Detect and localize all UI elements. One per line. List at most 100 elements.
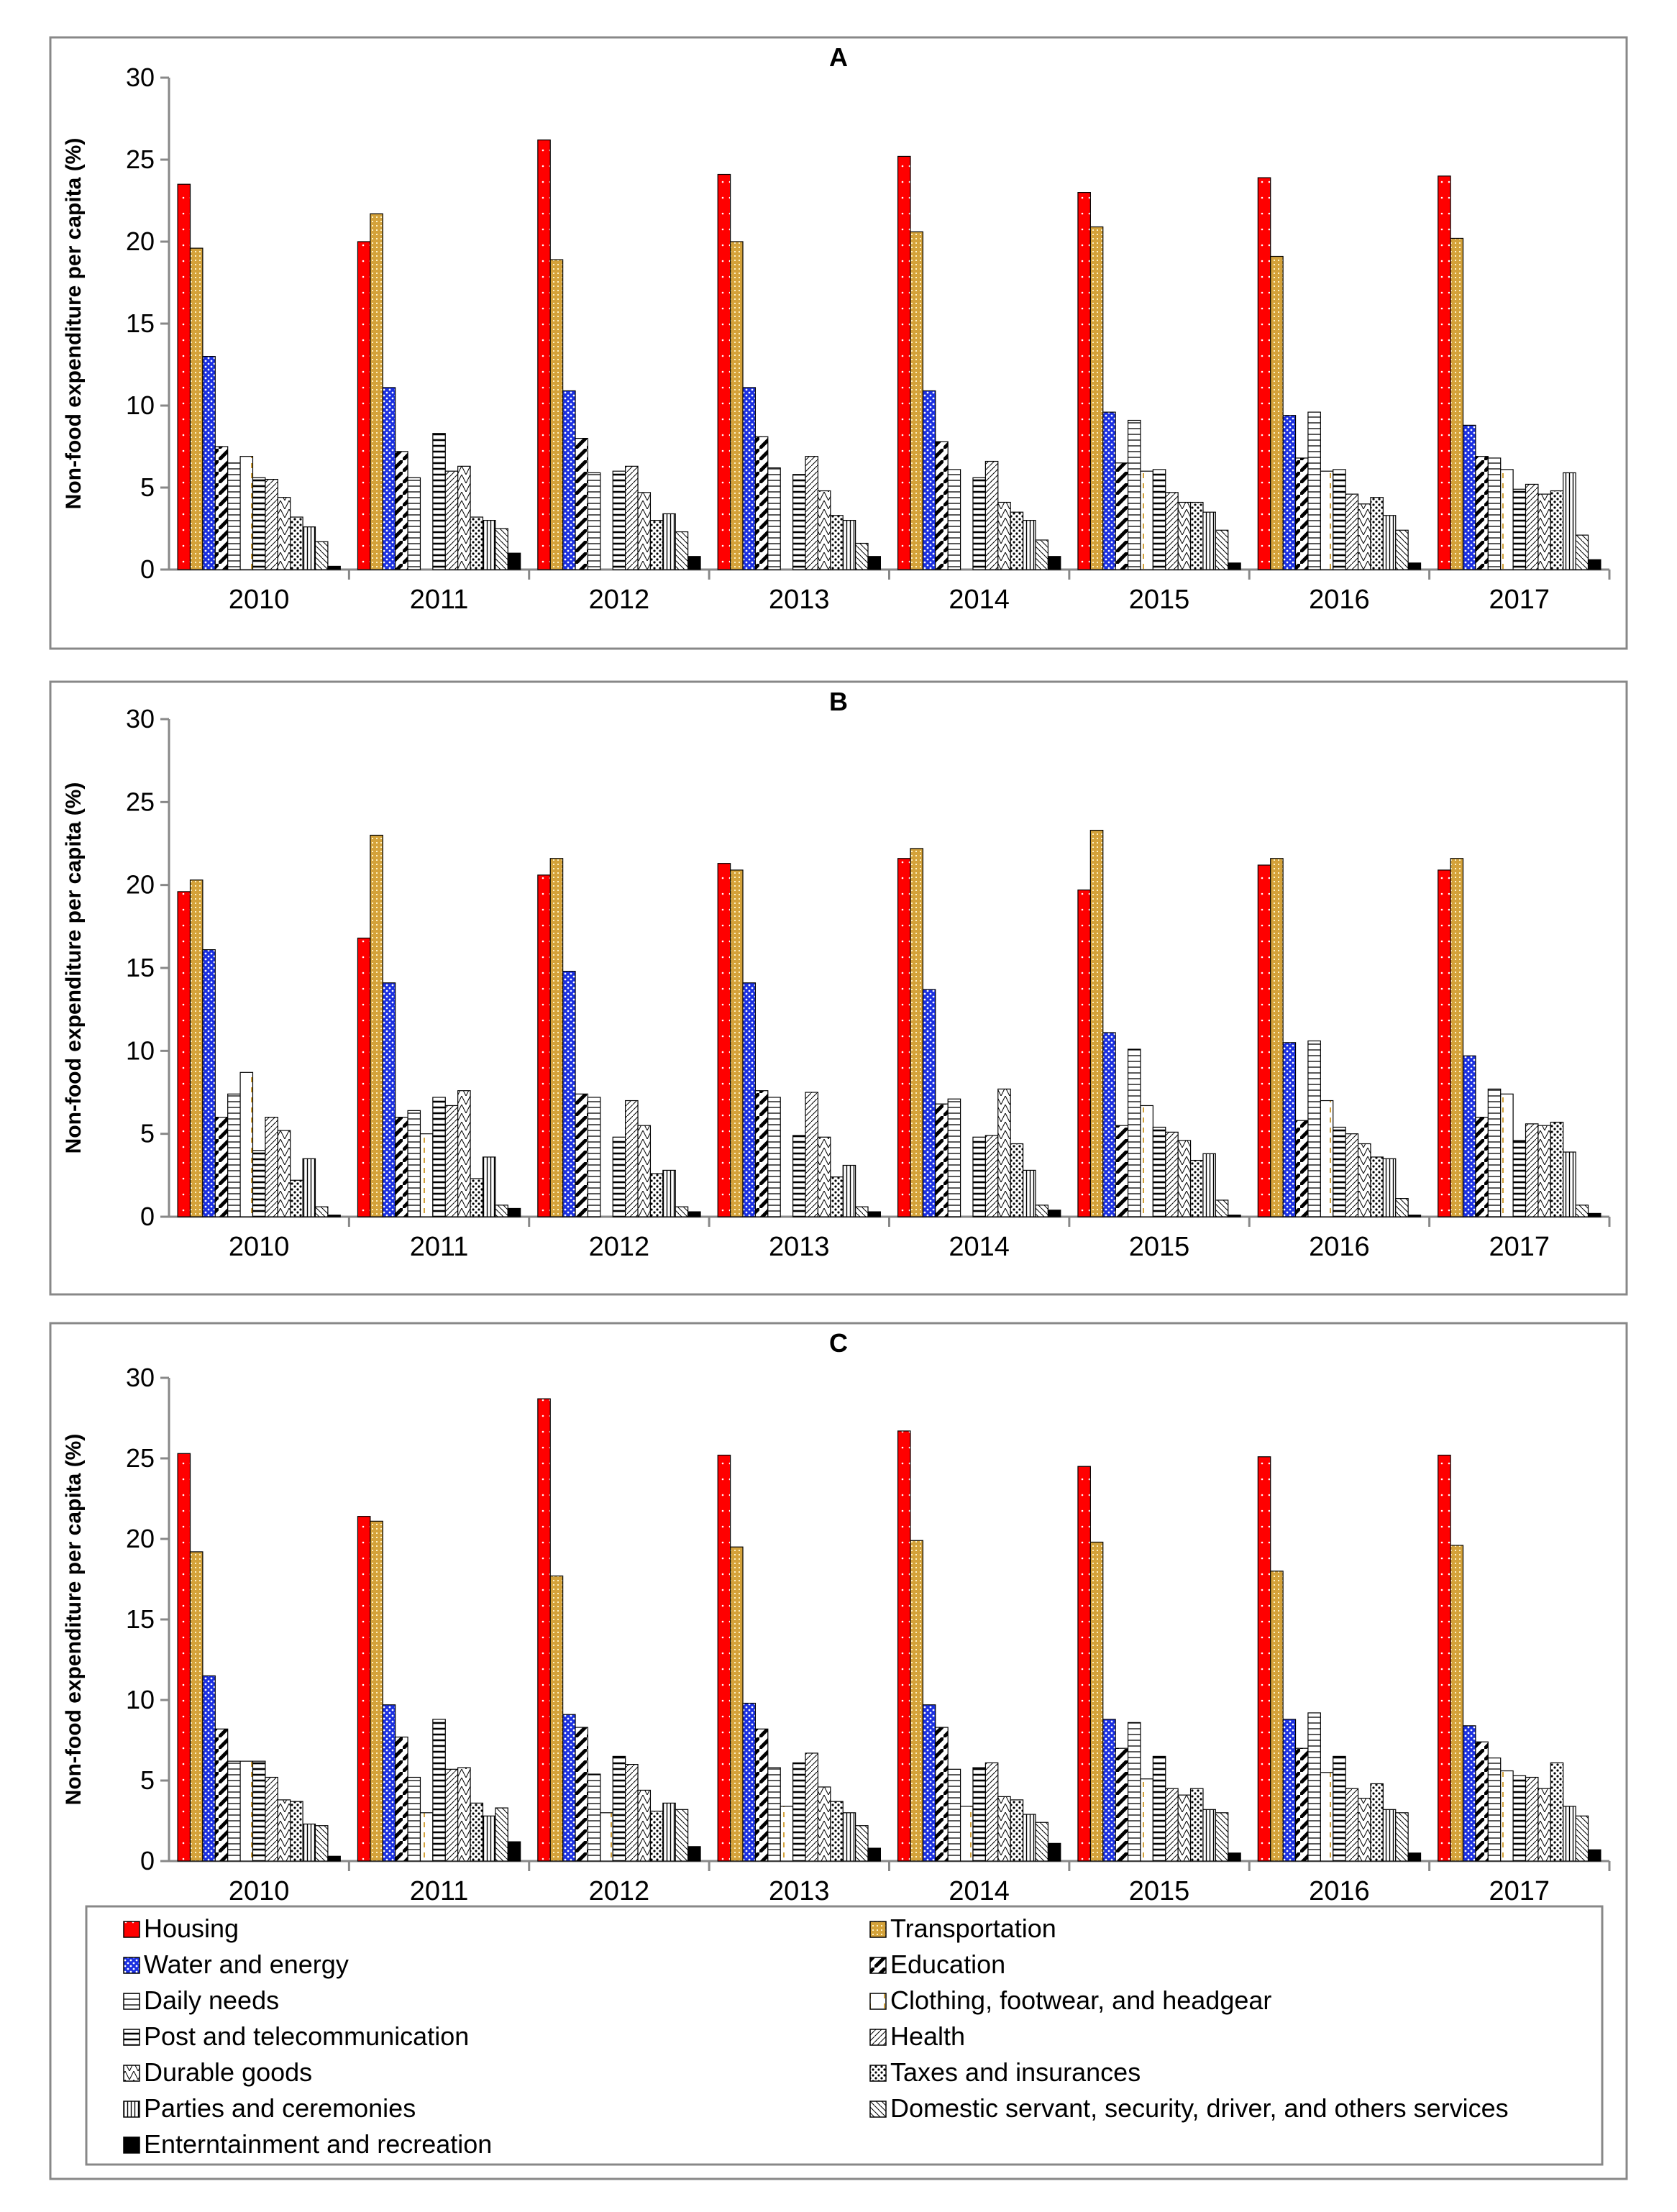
bar (805, 1092, 819, 1217)
bar (1512, 1775, 1527, 1862)
bar (314, 1825, 329, 1862)
bar (537, 1398, 551, 1862)
legend: Housing Transportation Water and energy Edu… (85, 1905, 1604, 2166)
bar (395, 1116, 408, 1217)
bar (922, 1704, 936, 1862)
bar (407, 1110, 421, 1217)
bar (382, 982, 396, 1217)
bar (302, 1158, 316, 1217)
bar (1102, 411, 1116, 570)
legend-swatch (869, 2065, 887, 2082)
bar (507, 1841, 521, 1862)
bar (1475, 456, 1489, 570)
bar (1462, 1725, 1476, 1862)
bar (382, 1704, 396, 1862)
bar (177, 183, 191, 570)
bar (327, 565, 341, 570)
bar (1165, 492, 1179, 570)
bar (549, 259, 564, 570)
bar (1537, 493, 1551, 570)
bar (675, 1809, 689, 1862)
bar (444, 470, 459, 570)
x-tick-label: 2015 (1129, 1876, 1190, 1906)
bar (830, 1176, 844, 1217)
bar (239, 1760, 254, 1862)
bar (1587, 559, 1601, 570)
x-tick-label: 2016 (1309, 1876, 1370, 1906)
bar (1282, 1719, 1297, 1862)
bar (1177, 1140, 1192, 1217)
bar (227, 1760, 241, 1862)
bar (1450, 237, 1464, 570)
y-tick-label: 20 (126, 227, 155, 256)
bar (662, 1169, 676, 1217)
bar (395, 1736, 408, 1862)
legend-label: Water and energy (144, 1950, 349, 1979)
y-tick-label: 15 (126, 309, 155, 338)
y-tick-label: 0 (140, 554, 155, 584)
bar (1307, 1040, 1321, 1217)
bar (830, 1801, 844, 1862)
bar (470, 1178, 484, 1217)
x-tick-label: 2013 (769, 1876, 830, 1906)
bar (742, 1702, 757, 1862)
bar (1357, 1143, 1371, 1217)
bar (252, 477, 266, 570)
legend-label: Daily needs (144, 1985, 279, 2015)
bar (1487, 457, 1502, 570)
bar (1189, 1159, 1204, 1217)
bar (792, 474, 806, 570)
bar (767, 467, 781, 570)
bar (1140, 470, 1153, 570)
legend-label: Education (890, 1950, 1005, 1979)
bar (625, 1764, 639, 1862)
bar (562, 971, 576, 1217)
y-tick-label: 0 (140, 1846, 155, 1875)
bar (507, 1207, 521, 1217)
bar (1102, 1719, 1116, 1862)
bar (855, 1825, 869, 1862)
bar (1089, 829, 1104, 1217)
bar (587, 472, 601, 570)
bar (1228, 1215, 1241, 1217)
bar (730, 1546, 744, 1862)
bar (1333, 469, 1346, 570)
x-tick-label: 2010 (229, 1876, 290, 1906)
x-tick-label: 2017 (1489, 1876, 1550, 1906)
bar (1487, 1088, 1502, 1217)
x-tick-label: 2016 (1309, 585, 1370, 615)
bar (742, 387, 757, 570)
legend-label: Health (890, 2021, 965, 2051)
y-tick-label: 10 (126, 390, 155, 420)
legend-label: Taxes and insurances (890, 2057, 1141, 2087)
bar (1525, 1776, 1539, 1862)
bar (370, 213, 383, 570)
bar (227, 462, 241, 570)
legend-swatch (123, 2136, 140, 2154)
bar (1257, 864, 1271, 1217)
bar (419, 1812, 434, 1862)
bar (959, 1806, 974, 1862)
bar (1215, 529, 1229, 570)
bar (1475, 1741, 1489, 1862)
bar (792, 1135, 806, 1217)
bar (754, 1728, 769, 1862)
x-tick-label: 2014 (949, 1876, 1010, 1906)
chart-panel-C: C Non-food expenditure per capita (%) 0 5 10… (49, 1322, 1628, 2180)
x-tick-label: 2014 (949, 1232, 1010, 1262)
legend-swatch (869, 1957, 887, 1974)
bar (1047, 556, 1061, 570)
bar (984, 1135, 999, 1217)
bar (1127, 1722, 1141, 1862)
bar (997, 1088, 1011, 1217)
bar (432, 1097, 446, 1217)
y-tick-label: 25 (126, 145, 155, 174)
bar (265, 478, 278, 570)
bar (625, 465, 639, 570)
bar (302, 526, 316, 570)
bar (1462, 1055, 1476, 1217)
legend-box (85, 1905, 1604, 2166)
bar (202, 1675, 216, 1862)
x-tick-label: 2010 (229, 1232, 290, 1262)
bar (252, 1150, 266, 1217)
